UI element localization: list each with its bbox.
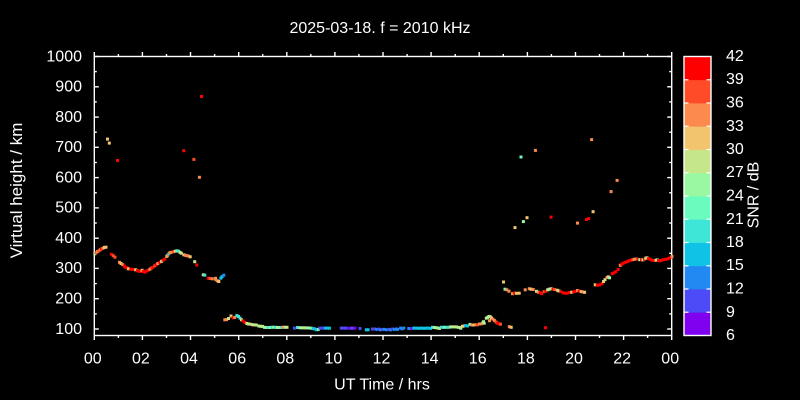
svg-text:12: 12	[373, 351, 391, 368]
svg-text:36: 36	[726, 95, 744, 112]
svg-text:22: 22	[613, 351, 631, 368]
svg-text:6: 6	[726, 327, 735, 344]
svg-text:900: 900	[55, 79, 82, 96]
svg-text:14: 14	[421, 351, 439, 368]
svg-text:100: 100	[55, 321, 82, 338]
svg-text:Virtual height / km: Virtual height / km	[7, 123, 26, 259]
svg-text:30: 30	[726, 141, 744, 158]
svg-text:18: 18	[726, 234, 744, 251]
svg-text:27: 27	[726, 164, 744, 181]
svg-text:SNR / dB: SNR / dB	[746, 162, 763, 229]
svg-text:00: 00	[84, 351, 102, 368]
svg-text:300: 300	[55, 260, 82, 277]
svg-text:24: 24	[726, 188, 744, 205]
svg-text:20: 20	[565, 351, 583, 368]
svg-text:400: 400	[55, 230, 82, 247]
svg-text:600: 600	[55, 169, 82, 186]
svg-text:08: 08	[276, 351, 294, 368]
svg-text:39: 39	[726, 71, 744, 88]
svg-text:9: 9	[726, 304, 735, 321]
svg-text:42: 42	[726, 48, 744, 65]
svg-text:200: 200	[55, 291, 82, 308]
svg-text:06: 06	[228, 351, 246, 368]
svg-text:21: 21	[726, 211, 744, 228]
svg-text:33: 33	[726, 118, 744, 135]
svg-text:800: 800	[55, 109, 82, 126]
svg-text:1000: 1000	[46, 48, 82, 65]
svg-text:700: 700	[55, 139, 82, 156]
svg-text:00: 00	[661, 351, 679, 368]
svg-text:12: 12	[726, 281, 744, 298]
svg-text:18: 18	[517, 351, 535, 368]
svg-text:04: 04	[180, 351, 198, 368]
svg-text:16: 16	[469, 351, 487, 368]
svg-text:2025-03-18. f = 2010 kHz: 2025-03-18. f = 2010 kHz	[289, 20, 470, 37]
svg-text:500: 500	[55, 200, 82, 217]
svg-text:02: 02	[132, 351, 150, 368]
svg-text:UT Time / hrs: UT Time / hrs	[334, 377, 430, 394]
svg-text:15: 15	[726, 257, 744, 274]
svg-text:10: 10	[325, 351, 343, 368]
